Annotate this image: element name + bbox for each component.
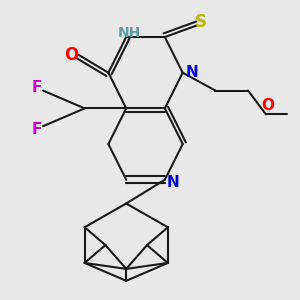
Text: NH: NH <box>118 26 141 40</box>
Text: F: F <box>32 122 42 137</box>
Text: O: O <box>261 98 274 113</box>
Text: N: N <box>186 65 199 80</box>
Text: O: O <box>64 46 78 64</box>
Text: S: S <box>194 13 206 31</box>
Text: F: F <box>32 80 42 95</box>
Text: N: N <box>167 175 180 190</box>
